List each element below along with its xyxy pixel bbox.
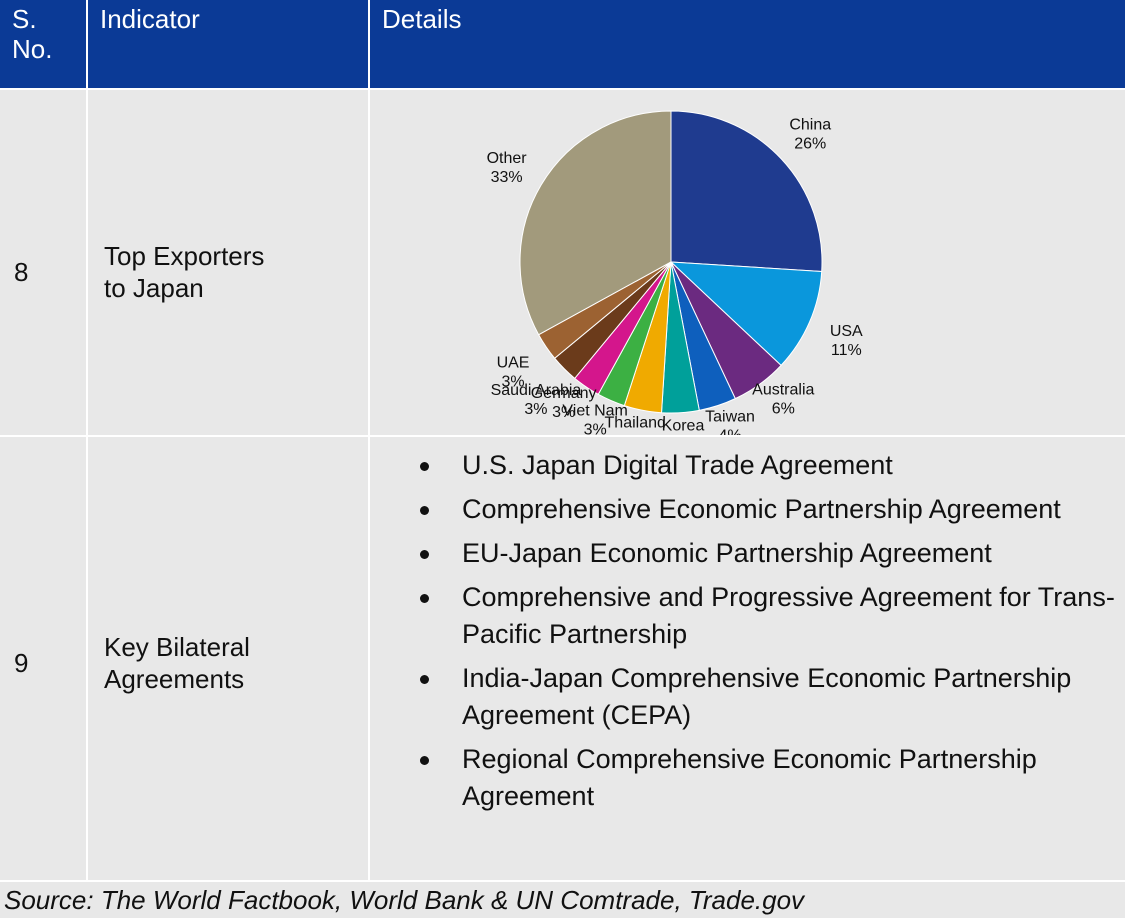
slice-label: Taiwan <box>705 409 755 426</box>
slice-label: Viet Nam <box>562 402 628 419</box>
source: Source: The World Factbook, World Bank &… <box>4 885 805 915</box>
pie-slice <box>669 261 823 367</box>
agreement: EU-Japan Economic Partnership Agreement <box>420 535 1122 572</box>
header-cell: Indicator <box>88 0 368 88</box>
slice-value: 3% <box>501 373 524 390</box>
slice-value: 6% <box>772 401 795 418</box>
slice-label: Germany <box>531 385 597 402</box>
slice-label: Korea <box>662 418 705 435</box>
slice-value: 3% <box>552 404 575 421</box>
agreement: Regional Comprehensive Economic Partners… <box>420 741 1122 815</box>
header-text: Indicator <box>100 4 200 34</box>
agreement-list: U.S. Japan Digital Trade Agreement Compre… <box>420 447 1122 822</box>
slice-value: 3% <box>584 421 607 435</box>
indicator: Key Bilateral Agreements <box>104 632 250 694</box>
row-number: 8 <box>14 257 29 287</box>
pie-slice <box>670 110 823 273</box>
slice-label: Thailand <box>605 415 666 432</box>
slice-label: Saudi Arabia <box>491 382 582 399</box>
header-cell: S. No. <box>0 0 86 88</box>
header-text: S. No. <box>12 4 53 64</box>
indicator: Top Exporters to Japan <box>104 241 265 303</box>
source-cell: Source: The World Factbook, World Bank &… <box>0 882 1125 918</box>
slice-value: 4% <box>624 434 647 435</box>
pie-chart: China 26% USA 11% Australia 6% Taiwan 4% Korea 4%… <box>487 110 863 435</box>
cell: Top Exporters to Japan <box>88 90 368 435</box>
slice-value: 33% <box>491 169 523 186</box>
slice-label: Australia <box>752 382 814 399</box>
slice-value: 11% <box>831 342 862 359</box>
slice-label: UAE <box>497 354 530 371</box>
slice-label: USA <box>830 323 863 340</box>
header-text: Details <box>382 4 462 34</box>
cell: 8 <box>0 90 86 435</box>
slice-value: 26% <box>794 135 826 152</box>
row-number: 9 <box>14 648 29 678</box>
header-cell: Details <box>370 0 1125 88</box>
agreement: Comprehensive and Progressive Agreement … <box>420 579 1122 653</box>
cell: Key Bilateral Agreements <box>88 437 368 880</box>
cell: U.S. Japan Digital Trade Agreement Compre… <box>370 437 1125 880</box>
cell: 9 <box>0 437 86 880</box>
slice-label: Other <box>487 150 528 167</box>
slice-value: 3% <box>524 401 547 418</box>
pie-slice <box>519 110 672 336</box>
slice-label: China <box>789 116 831 133</box>
slice-value: 4% <box>718 428 741 435</box>
agreement: Comprehensive Economic Partnership Agree… <box>420 491 1122 528</box>
agreement: U.S. Japan Digital Trade Agreement <box>420 447 1122 484</box>
agreement: India-Japan Comprehensive Economic Partn… <box>420 660 1122 734</box>
cell: China 26% USA 11% Australia 6% Taiwan 4% Korea 4%… <box>370 90 1125 435</box>
